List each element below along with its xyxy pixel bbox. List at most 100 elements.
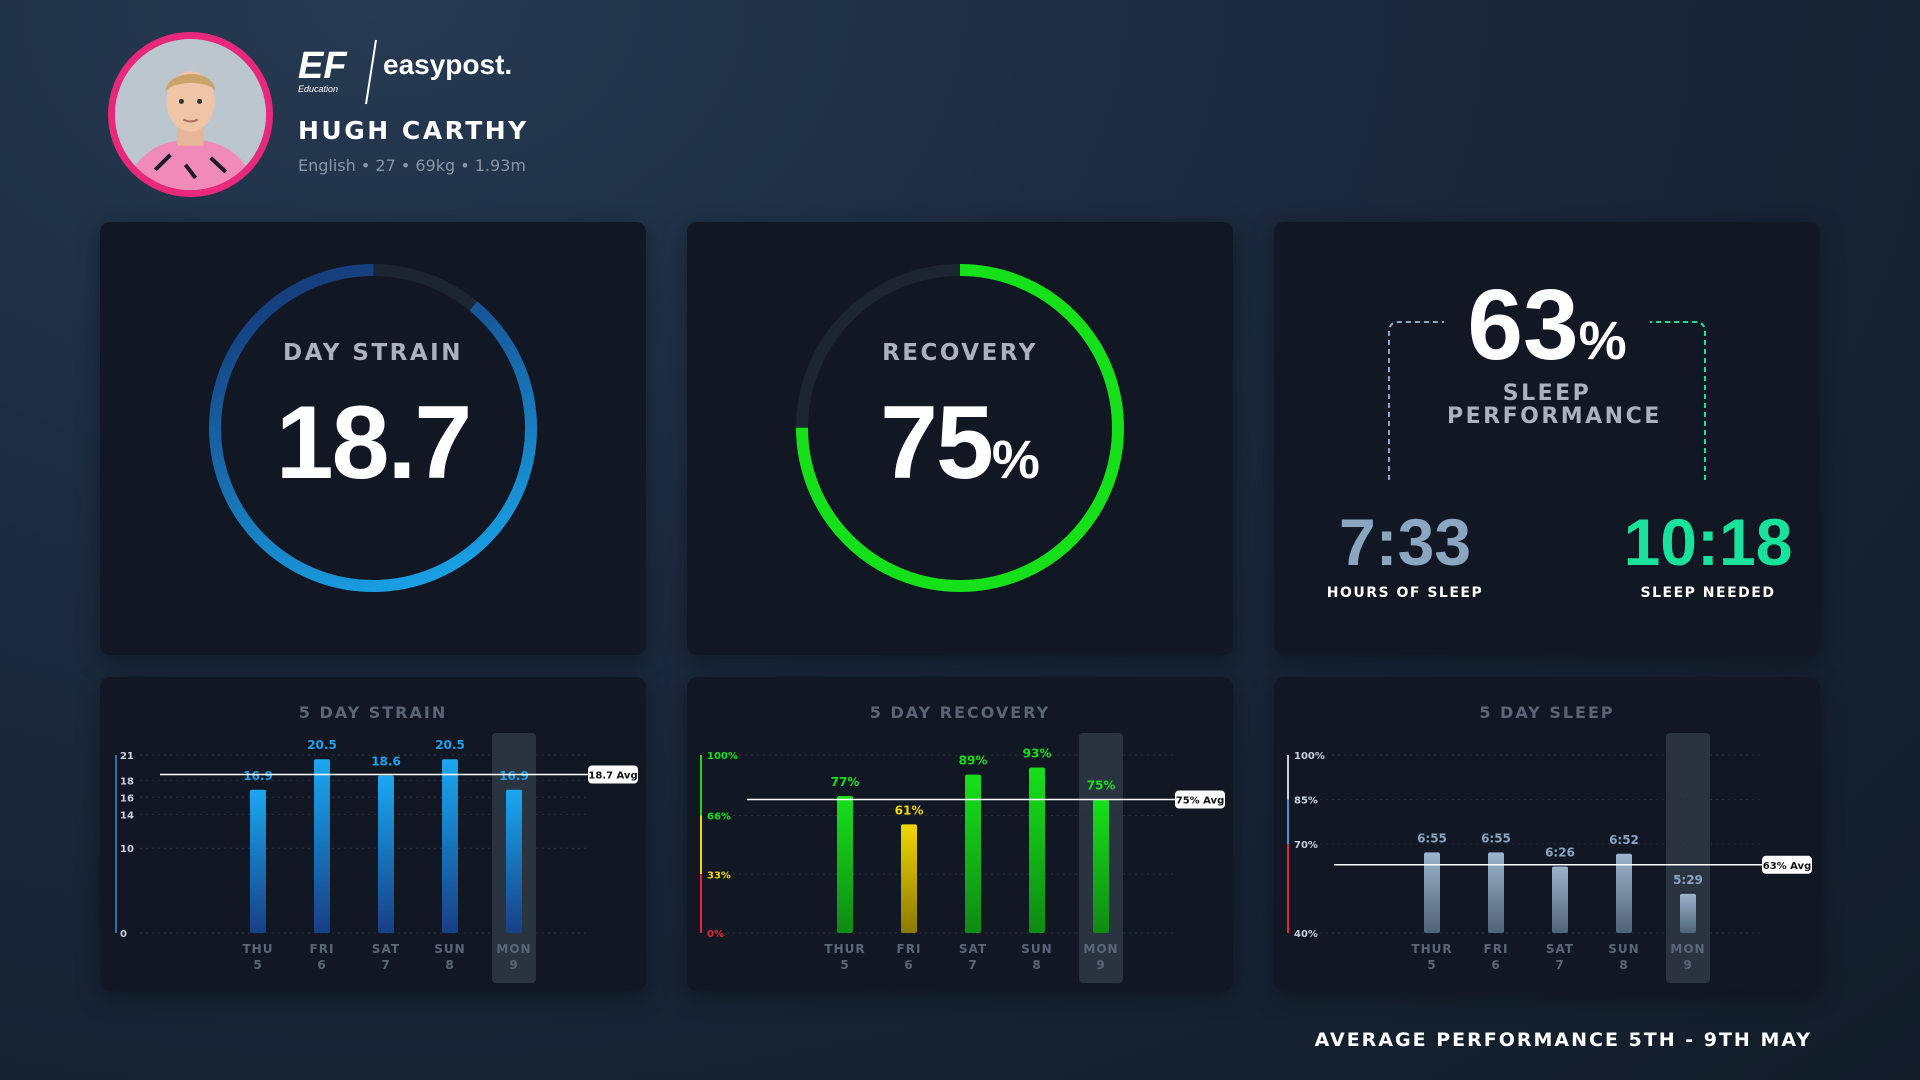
bar-value-label: 77% bbox=[831, 775, 860, 789]
day-label: SUN bbox=[434, 942, 465, 956]
day-number: 5 bbox=[1427, 958, 1436, 972]
y-tick-label: 0 bbox=[120, 929, 127, 940]
bar-value-label: 20.5 bbox=[435, 738, 465, 752]
y-tick-label: 16 bbox=[120, 793, 134, 804]
day-number: 8 bbox=[445, 958, 454, 972]
hours-of-sleep-label: HOURS OF SLEEP bbox=[1326, 585, 1484, 601]
day-number: 5 bbox=[253, 958, 262, 972]
y-tick-label: 14 bbox=[120, 810, 134, 821]
day-label: MON bbox=[1083, 942, 1118, 956]
sleep-performance-label: SLEEP PERFORMANCE bbox=[1447, 381, 1662, 429]
y-tick-label: 100% bbox=[1294, 751, 1325, 762]
five-day-strain-title: 5 DAY STRAIN bbox=[298, 703, 448, 722]
day-label: SAT bbox=[959, 942, 987, 956]
average-pill bbox=[1175, 790, 1225, 809]
average-label: 75% Avg bbox=[1176, 796, 1224, 807]
sleep-card: 63% SLEEP PERFORMANCE 7:33 10:18 HOURS O… bbox=[1274, 222, 1820, 655]
team-logo-ef: EF bbox=[298, 45, 348, 87]
recovery-label: RECOVERY bbox=[882, 340, 1038, 366]
bar-value-label: 6:55 bbox=[1417, 831, 1447, 845]
sleep-needed-label: SLEEP NEEDED bbox=[1640, 585, 1776, 601]
bar bbox=[1424, 852, 1440, 933]
five-day-strain-card: 5 DAY STRAIN 0 10 14 16 18 21 16.9 THU 5 20.5 FRI 6… bbox=[100, 677, 646, 991]
recovery-progress-arc bbox=[796, 264, 1124, 592]
day-number: 6 bbox=[1491, 958, 1500, 972]
day-strain-card: DAY STRAIN 18.7 bbox=[100, 222, 646, 655]
day-number: 7 bbox=[1555, 958, 1564, 972]
bar bbox=[1680, 893, 1696, 933]
recovery-ring bbox=[796, 264, 1124, 592]
y-tick-label: 33% bbox=[707, 870, 731, 881]
day-number: 9 bbox=[1096, 958, 1105, 972]
bar bbox=[965, 774, 981, 933]
day-number: 8 bbox=[1032, 958, 1041, 972]
day-number: 8 bbox=[1619, 958, 1628, 972]
bar-value-label: 16.9 bbox=[243, 769, 273, 783]
day-number: 9 bbox=[509, 958, 518, 972]
y-tick-label: 85% bbox=[1294, 796, 1318, 807]
bar bbox=[1552, 866, 1568, 933]
bar-value-label: 93% bbox=[1023, 746, 1052, 760]
five-day-recovery-title: 5 DAY RECOVERY bbox=[869, 703, 1051, 722]
sleep-brackets bbox=[1388, 321, 1706, 480]
bar-value-label: 5:29 bbox=[1673, 873, 1703, 887]
average-label: 18.7 Avg bbox=[588, 770, 637, 781]
y-tick-label: 100% bbox=[707, 751, 738, 762]
day-label: MON bbox=[1670, 942, 1705, 956]
bar-value-label: 6:26 bbox=[1545, 845, 1575, 859]
athlete-name: HUGH CARTHY bbox=[298, 116, 529, 145]
footer-period: AVERAGE PERFORMANCE 5TH - 9TH MAY bbox=[1314, 1029, 1812, 1051]
recovery-card: RECOVERY 75% bbox=[687, 222, 1233, 655]
highlight-column bbox=[1666, 733, 1710, 983]
y-tick-label: 21 bbox=[120, 751, 134, 762]
five-day-recovery-chart: 0% 33% 66% 100% 77% THUR 5 61% FRI 6 89% SAT 7 93% SUN… bbox=[700, 733, 1225, 983]
day-number: 9 bbox=[1683, 958, 1692, 972]
five-day-sleep-chart: 40% 70% 85% 100% 6:55 THUR 5 6:55 FRI 6 6:26 SAT 7 6:… bbox=[1287, 733, 1812, 983]
five-day-sleep-title: 5 DAY SLEEP bbox=[1479, 703, 1615, 722]
strain-value: 18.7 bbox=[275, 385, 472, 501]
hours-of-sleep-value: 7:33 bbox=[1338, 505, 1472, 579]
day-number: 6 bbox=[904, 958, 913, 972]
team-logo-easypost: easypost. bbox=[383, 49, 512, 80]
day-label: SAT bbox=[372, 942, 400, 956]
recovery-value: 75% bbox=[880, 385, 1040, 501]
bar bbox=[250, 789, 266, 933]
bar bbox=[1488, 852, 1504, 933]
day-label: THUR bbox=[1411, 942, 1452, 956]
bar-value-label: 6:55 bbox=[1481, 831, 1511, 845]
average-label: 63% Avg bbox=[1763, 861, 1811, 872]
bar bbox=[506, 789, 522, 933]
bar-value-label: 16.9 bbox=[499, 769, 529, 783]
day-label: FRI bbox=[310, 942, 335, 956]
y-tick-label: 70% bbox=[1294, 840, 1318, 851]
day-label: THU bbox=[243, 942, 274, 956]
y-tick-label: 0% bbox=[707, 929, 724, 940]
team-logo: EF Education easypost. bbox=[298, 38, 528, 108]
day-label: SUN bbox=[1021, 942, 1052, 956]
day-number: 7 bbox=[381, 958, 390, 972]
five-day-strain-chart: 0 10 14 16 18 21 16.9 THU 5 20.5 FRI 6 18.6 SAT 7 20.5 S… bbox=[115, 733, 638, 983]
day-label: MON bbox=[496, 942, 531, 956]
bar bbox=[837, 795, 853, 933]
athlete-avatar bbox=[108, 32, 273, 197]
day-number: 6 bbox=[317, 958, 326, 972]
day-label: THUR bbox=[824, 942, 865, 956]
bar-value-label: 89% bbox=[959, 754, 988, 768]
bar-value-label: 75% bbox=[1087, 779, 1116, 793]
strain-label: DAY STRAIN bbox=[283, 340, 463, 366]
bar bbox=[442, 759, 458, 933]
five-day-recovery-card: 5 DAY RECOVERY 0% 33% 66% 100% 77% THUR 5 61% FR… bbox=[687, 677, 1233, 991]
strain-progress-arc bbox=[209, 264, 537, 592]
team-logo-education: Education bbox=[298, 84, 338, 94]
athlete-portrait-image bbox=[115, 39, 266, 190]
sleep-performance-value: 63% bbox=[1467, 269, 1627, 381]
bar-value-label: 61% bbox=[895, 803, 924, 817]
strain-ring bbox=[209, 264, 537, 592]
bar-value-label: 6:52 bbox=[1609, 833, 1639, 847]
average-pill bbox=[1762, 855, 1812, 874]
day-label: FRI bbox=[897, 942, 922, 956]
sleep-needed-value: 10:18 bbox=[1623, 505, 1793, 579]
five-day-sleep-card: 5 DAY SLEEP 40% 70% 85% 100% 6:55 THUR 5 6:55 FR… bbox=[1274, 677, 1820, 991]
y-tick-label: 10 bbox=[120, 844, 134, 855]
average-pill bbox=[588, 765, 638, 784]
